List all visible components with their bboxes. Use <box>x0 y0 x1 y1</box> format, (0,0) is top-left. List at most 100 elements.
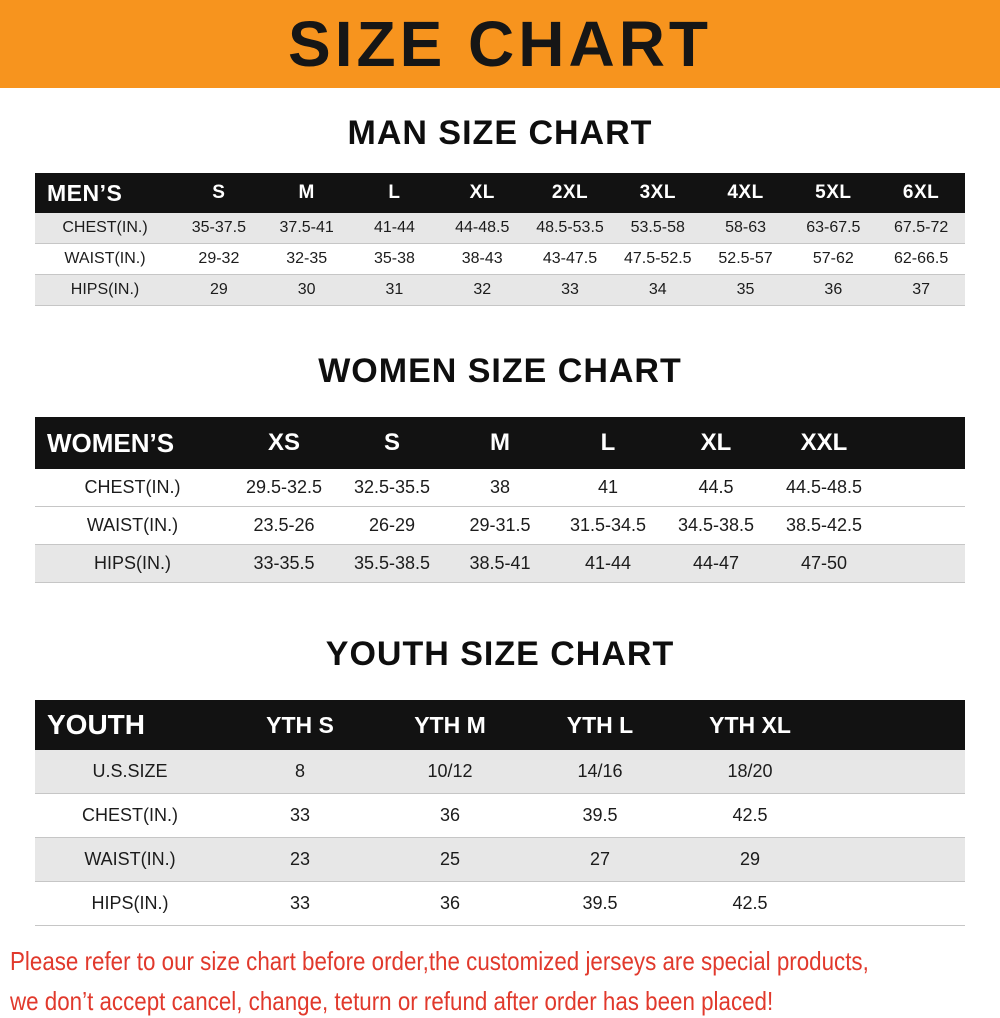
column-header: 6XL <box>902 182 940 203</box>
size-cell: 37 <box>912 281 930 298</box>
man-table-header-label: MEN’S <box>47 179 123 206</box>
size-cell: 29-31.5 <box>469 515 531 535</box>
man-size-table: MEN’S S M L XL 2XL 3XL 4XL 5XL 6XL CHEST… <box>35 173 965 306</box>
size-cell: 44.5-48.5 <box>785 477 863 497</box>
note-line-1: Please refer to our size chart before or… <box>10 946 869 976</box>
size-cell: 14/16 <box>577 761 623 781</box>
size-cell: 35-38 <box>373 250 415 267</box>
size-cell: 41 <box>597 477 619 497</box>
column-header: YTH L <box>566 711 634 738</box>
size-cell: 41-44 <box>373 219 415 236</box>
column-header: 4XL <box>727 182 764 203</box>
column-header: YTH S <box>266 711 334 738</box>
table-row: HIPS(IN.) 33 36 39.5 42.5 <box>35 882 965 926</box>
size-cell: 33 <box>561 281 579 298</box>
size-cell: 29 <box>209 281 228 298</box>
size-cell: 10/12 <box>427 761 473 781</box>
column-header: S <box>383 429 400 456</box>
size-cell: 44-48.5 <box>455 219 510 236</box>
size-cell: 37.5-41 <box>279 219 334 236</box>
size-cell: 38-43 <box>461 250 503 267</box>
column-header: YTH XL <box>709 711 791 738</box>
women-section-heading: WOMEN SIZE CHART <box>318 352 682 390</box>
size-cell: 34 <box>648 281 667 298</box>
row-label: CHEST(IN.) <box>84 477 181 497</box>
row-label: CHEST(IN.) <box>82 805 178 825</box>
size-cell: 33 <box>289 805 311 825</box>
column-header: YTH M <box>414 711 486 738</box>
footer-note: Please refer to our size chart before or… <box>10 944 1000 1018</box>
size-cell: 27 <box>589 849 611 869</box>
column-header: L <box>388 182 401 203</box>
size-cell: 47.5-52.5 <box>623 250 692 267</box>
row-label: HIPS(IN.) <box>93 553 171 573</box>
table-row: HIPS(IN.) 33-35.5 35.5-38.5 38.5-41 41-4… <box>35 545 965 583</box>
size-cell: 58-63 <box>725 219 766 236</box>
size-cell: 39.5 <box>582 805 618 825</box>
row-label: WAIST(IN.) <box>84 849 176 869</box>
size-cell: 41-44 <box>584 553 632 573</box>
note-line-2: we don’t accept cancel, change, teturn o… <box>10 986 774 1016</box>
size-cell: 36 <box>439 805 461 825</box>
column-header: XXL <box>800 429 848 456</box>
youth-section: YOUTH SIZE CHART YOUTH YTH S YTH M YTH L… <box>0 635 1000 926</box>
size-cell: 33 <box>289 893 311 913</box>
size-cell: 29.5-32.5 <box>245 477 323 497</box>
size-cell: 38.5-41 <box>469 553 531 573</box>
column-header: S <box>212 182 226 203</box>
youth-table-header-row: YOUTH YTH S YTH M YTH L YTH XL <box>35 700 965 750</box>
column-header: M <box>490 429 510 456</box>
size-cell: 63-67.5 <box>806 219 861 236</box>
size-cell: 29-32 <box>198 250 240 267</box>
youth-size-table: YOUTH YTH S YTH M YTH L YTH XL U.S.SIZE … <box>35 700 965 926</box>
man-table-header-row: MEN’S S M L XL 2XL 3XL 4XL 5XL 6XL <box>35 173 965 213</box>
size-cell: 33-35.5 <box>253 553 315 573</box>
column-header: 5XL <box>815 182 852 203</box>
size-cell: 44-47 <box>692 553 740 573</box>
row-label: CHEST(IN.) <box>62 219 148 236</box>
size-cell: 35 <box>736 281 755 298</box>
column-header: M <box>298 182 315 203</box>
size-cell: 35-37.5 <box>191 219 247 236</box>
column-header: XL <box>700 429 732 456</box>
size-cell: 35.5-38.5 <box>353 553 431 573</box>
man-section-heading: MAN SIZE CHART <box>347 114 653 152</box>
table-row: CHEST(IN.) 33 36 39.5 42.5 <box>35 794 965 838</box>
size-cell: 62-66.5 <box>893 250 949 267</box>
size-cell: 42.5 <box>732 893 768 913</box>
size-cell: 32 <box>473 281 492 298</box>
column-header: XL <box>469 182 495 203</box>
table-row: U.S.SIZE 8 10/12 14/16 18/20 <box>35 750 965 794</box>
size-cell: 36 <box>439 893 461 913</box>
column-header: 2XL <box>551 182 589 203</box>
size-cell: 25 <box>439 849 461 869</box>
size-cell: 18/20 <box>727 761 773 781</box>
banner: SIZE CHART <box>0 0 1000 88</box>
size-cell: 44.5 <box>698 477 734 497</box>
row-label: HIPS(IN.) <box>70 281 140 298</box>
youth-section-heading: YOUTH SIZE CHART <box>325 635 675 673</box>
row-label: WAIST(IN.) <box>64 250 146 267</box>
row-label: HIPS(IN.) <box>91 893 169 913</box>
size-cell: 32-35 <box>286 250 328 267</box>
youth-table-header-label: YOUTH <box>47 709 145 740</box>
women-section: WOMEN SIZE CHART WOMEN’S XS S M L XL XXL… <box>0 352 1000 583</box>
row-label: WAIST(IN.) <box>86 515 179 535</box>
size-cell: 23.5-26 <box>253 515 315 535</box>
size-cell: 57-62 <box>812 250 854 267</box>
size-cell: 34.5-38.5 <box>677 515 755 535</box>
column-header: L <box>600 429 616 456</box>
table-row: WAIST(IN.) 23 25 27 29 <box>35 838 965 882</box>
table-row: WAIST(IN.) 23.5-26 26-29 29-31.5 31.5-34… <box>35 507 965 545</box>
size-cell: 47-50 <box>800 553 848 573</box>
size-cell: 23 <box>289 849 311 869</box>
size-cell: 42.5 <box>732 805 768 825</box>
size-cell: 29 <box>739 849 761 869</box>
table-row: WAIST(IN.) 29-32 32-35 35-38 38-43 43-47… <box>35 244 965 275</box>
column-header: XS <box>267 429 300 456</box>
table-row: HIPS(IN.) 29 30 31 32 33 34 35 36 37 <box>35 275 965 306</box>
women-table-header-row: WOMEN’S XS S M L XL XXL <box>35 417 965 469</box>
size-cell: 36 <box>824 281 843 298</box>
size-cell: 32.5-35.5 <box>353 477 431 497</box>
